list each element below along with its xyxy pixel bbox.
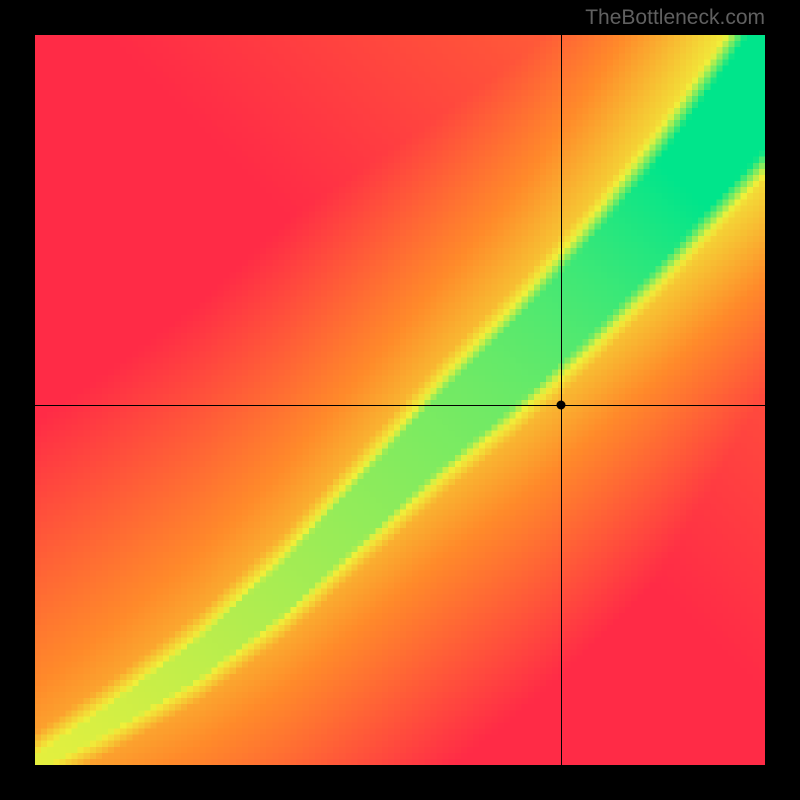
watermark-text: TheBottleneck.com <box>585 6 765 30</box>
heatmap-plot <box>35 35 765 765</box>
heatmap-canvas <box>35 35 765 765</box>
crosshair-horizontal <box>35 405 765 406</box>
marker-point <box>556 401 565 410</box>
